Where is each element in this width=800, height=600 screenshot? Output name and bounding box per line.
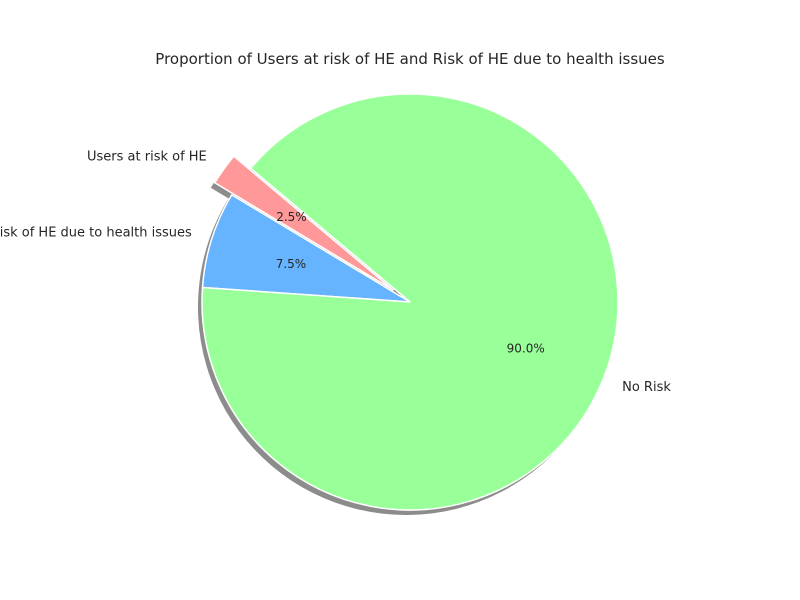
slice-label-no-risk: No Risk [622,380,671,395]
slice-label-users-at-risk-of-he: Users at risk of HE [87,150,207,165]
slice-pct-risk-of-he-due-to-health-issues: 7.5% [276,257,307,271]
slice-pct-users-at-risk-of-he: 2.5% [276,210,307,224]
slices [201,93,619,511]
slice-risk-of-he-due-to-health-issues [201,194,411,303]
chart-title: Proportion of Users at risk of HE and Ri… [155,50,665,68]
labels: Users at risk of HE 2.5% Risk of HE due to… [0,150,671,396]
slice-pct-no-risk: 90.0% [507,341,545,355]
slice-no-risk [201,93,619,511]
slice-label-risk-of-he-due-to-health-issues: Risk of HE due to health issues [0,226,192,241]
slice-users-at-risk-of-he [214,155,394,291]
